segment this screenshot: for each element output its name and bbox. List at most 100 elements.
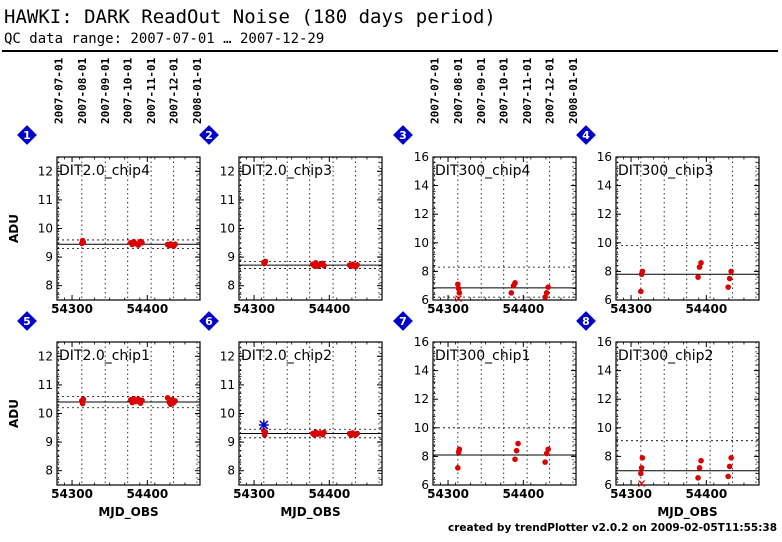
data-point	[513, 447, 520, 454]
x-tick-label: 54400	[126, 487, 168, 501]
data-point	[455, 285, 462, 292]
panel-title: DIT300_chip4	[435, 163, 531, 179]
y-tick-label: 8	[421, 449, 429, 463]
panel-7: 6 8 10 12 14 16 54300 54400 DIT300_chip1 7	[393, 311, 577, 501]
x-tick-label: 54400	[685, 302, 727, 316]
y-tick-label: 12	[597, 392, 612, 406]
x-tick-label: 54400	[502, 487, 544, 501]
data-point	[696, 264, 703, 270]
x-tick-label: 54400	[502, 302, 544, 316]
date-tick-label: 2007-11-01	[521, 57, 534, 124]
y-tick-label: 16	[597, 335, 612, 349]
data-point	[698, 457, 704, 464]
data-point	[354, 430, 360, 437]
y-tick-label: 6	[421, 293, 429, 307]
y-tick-label: 10	[414, 421, 429, 435]
x-tick-label: 54300	[610, 487, 652, 501]
y-tick-label: 12	[220, 164, 235, 178]
x-tick-label: 54300	[51, 487, 93, 501]
data-point	[262, 258, 269, 265]
y-tick-label: 8	[421, 264, 429, 278]
header-divider	[2, 50, 778, 52]
data-point	[139, 397, 145, 404]
data-point	[262, 429, 269, 435]
panel-title: DIT2.0_chip1	[59, 348, 150, 364]
y-tick-label: 12	[597, 207, 612, 221]
date-tick-label: 2007-11-01	[145, 57, 158, 124]
date-tick-label: 2007-08-01	[452, 57, 465, 124]
panel-8: 6 8 10 12 14 16 54300 54400 DIT300_chip2 MJD_OBS 8	[576, 311, 760, 520]
y-tick-label: 10	[414, 236, 429, 250]
y-axis-label: ADU	[7, 399, 21, 428]
y-tick-label: 6	[604, 293, 612, 307]
data-point	[695, 274, 701, 280]
data-point	[456, 446, 463, 453]
panel-title: DIT2.0_chip2	[241, 348, 332, 364]
data-point	[638, 288, 644, 295]
date-tick-label: 2007-09-01	[99, 57, 112, 124]
y-tick-label: 9	[45, 250, 53, 264]
footer-credit: created by trendPlotter v2.0.2 on 2009-0…	[448, 522, 778, 534]
data-point	[639, 455, 646, 461]
data-point	[726, 275, 733, 282]
y-tick-label: 12	[38, 349, 53, 363]
y-tick-label: 16	[414, 150, 429, 164]
data-point	[695, 475, 701, 481]
data-point	[728, 455, 734, 461]
date-tick-label: 2007-12-01	[168, 57, 181, 124]
panel-title: DIT2.0_chip3	[241, 163, 332, 179]
x-tick-label: 54400	[685, 487, 727, 501]
panel-5: 8 9 10 11 12 54300 54400 DIT2.0_chip1 ADU MJD_OBS…	[7, 311, 201, 520]
y-tick-label: 14	[597, 364, 612, 378]
panel-number-diamond	[199, 311, 219, 331]
data-point	[455, 281, 461, 288]
page-title: HAWKI: DARK ReadOut Noise (180 days peri…	[4, 6, 496, 28]
x-axis-label: MJD_OBS	[657, 505, 717, 520]
y-tick-label: 10	[597, 421, 612, 435]
x-tick-label: 54300	[427, 487, 469, 501]
data-point	[543, 290, 550, 296]
data-point	[508, 290, 515, 296]
panel-3: 6 8 10 12 14 16 54300 54400 DIT300_chip4 3 2007-07…	[393, 57, 580, 316]
data-point	[698, 260, 704, 266]
panel-number: 2	[205, 129, 213, 142]
data-point	[543, 450, 550, 457]
y-tick-label: 8	[227, 279, 235, 293]
date-tick-label: 2008-01-01	[567, 57, 580, 124]
panel-number: 7	[399, 315, 407, 328]
data-point	[542, 459, 548, 465]
panel-1: 8 9 10 11 12 54300 54400 DIT2.0_chip4 ADU 1 2007-0…	[7, 57, 204, 316]
panel-number-diamond	[393, 125, 413, 145]
y-tick-label: 14	[414, 364, 429, 378]
panel-number: 1	[23, 129, 31, 142]
y-tick-label: 8	[227, 464, 235, 478]
panel-number-diamond	[576, 311, 596, 331]
y-tick-label: 14	[414, 179, 429, 193]
y-tick-label: 12	[414, 392, 429, 406]
panel-2: 8 9 10 11 12 54300 54400 DIT2.0_chip3 2	[199, 125, 383, 316]
date-tick-label: 2007-10-01	[122, 57, 135, 124]
y-tick-label: 11	[38, 193, 53, 207]
y-tick-label: 9	[227, 250, 235, 264]
y-tick-label: 10	[597, 236, 612, 250]
data-point	[512, 456, 518, 463]
plot-frame	[432, 156, 577, 301]
data-point	[455, 465, 461, 471]
y-tick-label: 8	[45, 464, 53, 478]
y-tick-label: 10	[38, 407, 53, 421]
data-point	[321, 429, 327, 436]
date-tick-label: 2008-01-01	[191, 57, 204, 124]
y-tick-label: 6	[604, 478, 612, 492]
data-point	[545, 284, 551, 290]
y-tick-label: 8	[45, 279, 53, 293]
outlier-point	[455, 295, 463, 302]
x-tick-label: 54400	[308, 487, 350, 501]
data-point	[638, 465, 645, 471]
data-point	[728, 268, 734, 275]
data-point	[638, 470, 644, 477]
y-tick-label: 6	[421, 478, 429, 492]
x-axis-label: MJD_OBS	[98, 505, 158, 520]
panel-number-diamond	[17, 311, 37, 331]
y-tick-label: 9	[45, 435, 53, 449]
